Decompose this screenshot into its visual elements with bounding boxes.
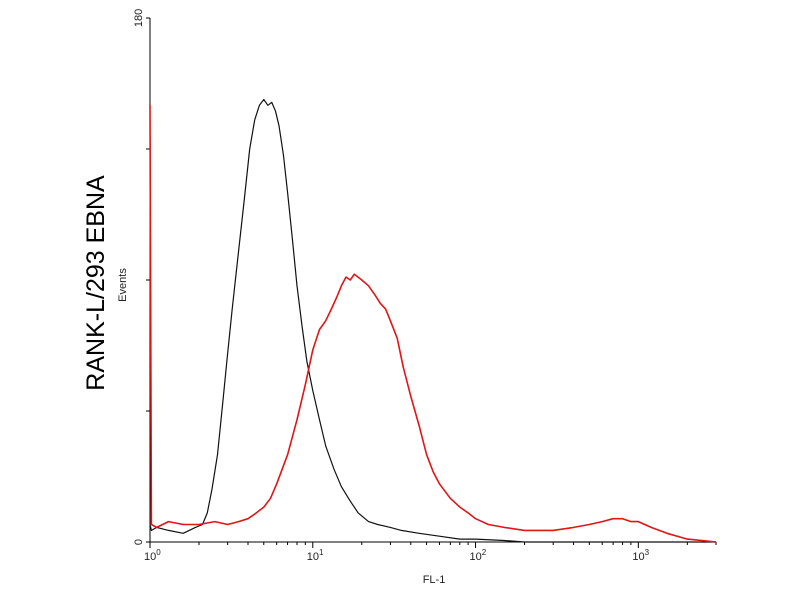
x-tick-label: 100 xyxy=(144,548,161,563)
sample-title: RANK-L/293 EBNA xyxy=(82,175,110,391)
y-tick-label: 0 xyxy=(133,539,145,545)
x-tick-label: 102 xyxy=(470,548,487,563)
control-histogram-line xyxy=(149,98,716,543)
x-tick-label: 103 xyxy=(632,548,649,563)
y-axis-label: Events xyxy=(117,268,129,302)
stained-histogram-line xyxy=(149,105,717,543)
x-axis-label: FL-1 xyxy=(423,574,446,586)
x-tick-label: 101 xyxy=(307,548,324,563)
y-tick-label: 180 xyxy=(133,9,145,27)
